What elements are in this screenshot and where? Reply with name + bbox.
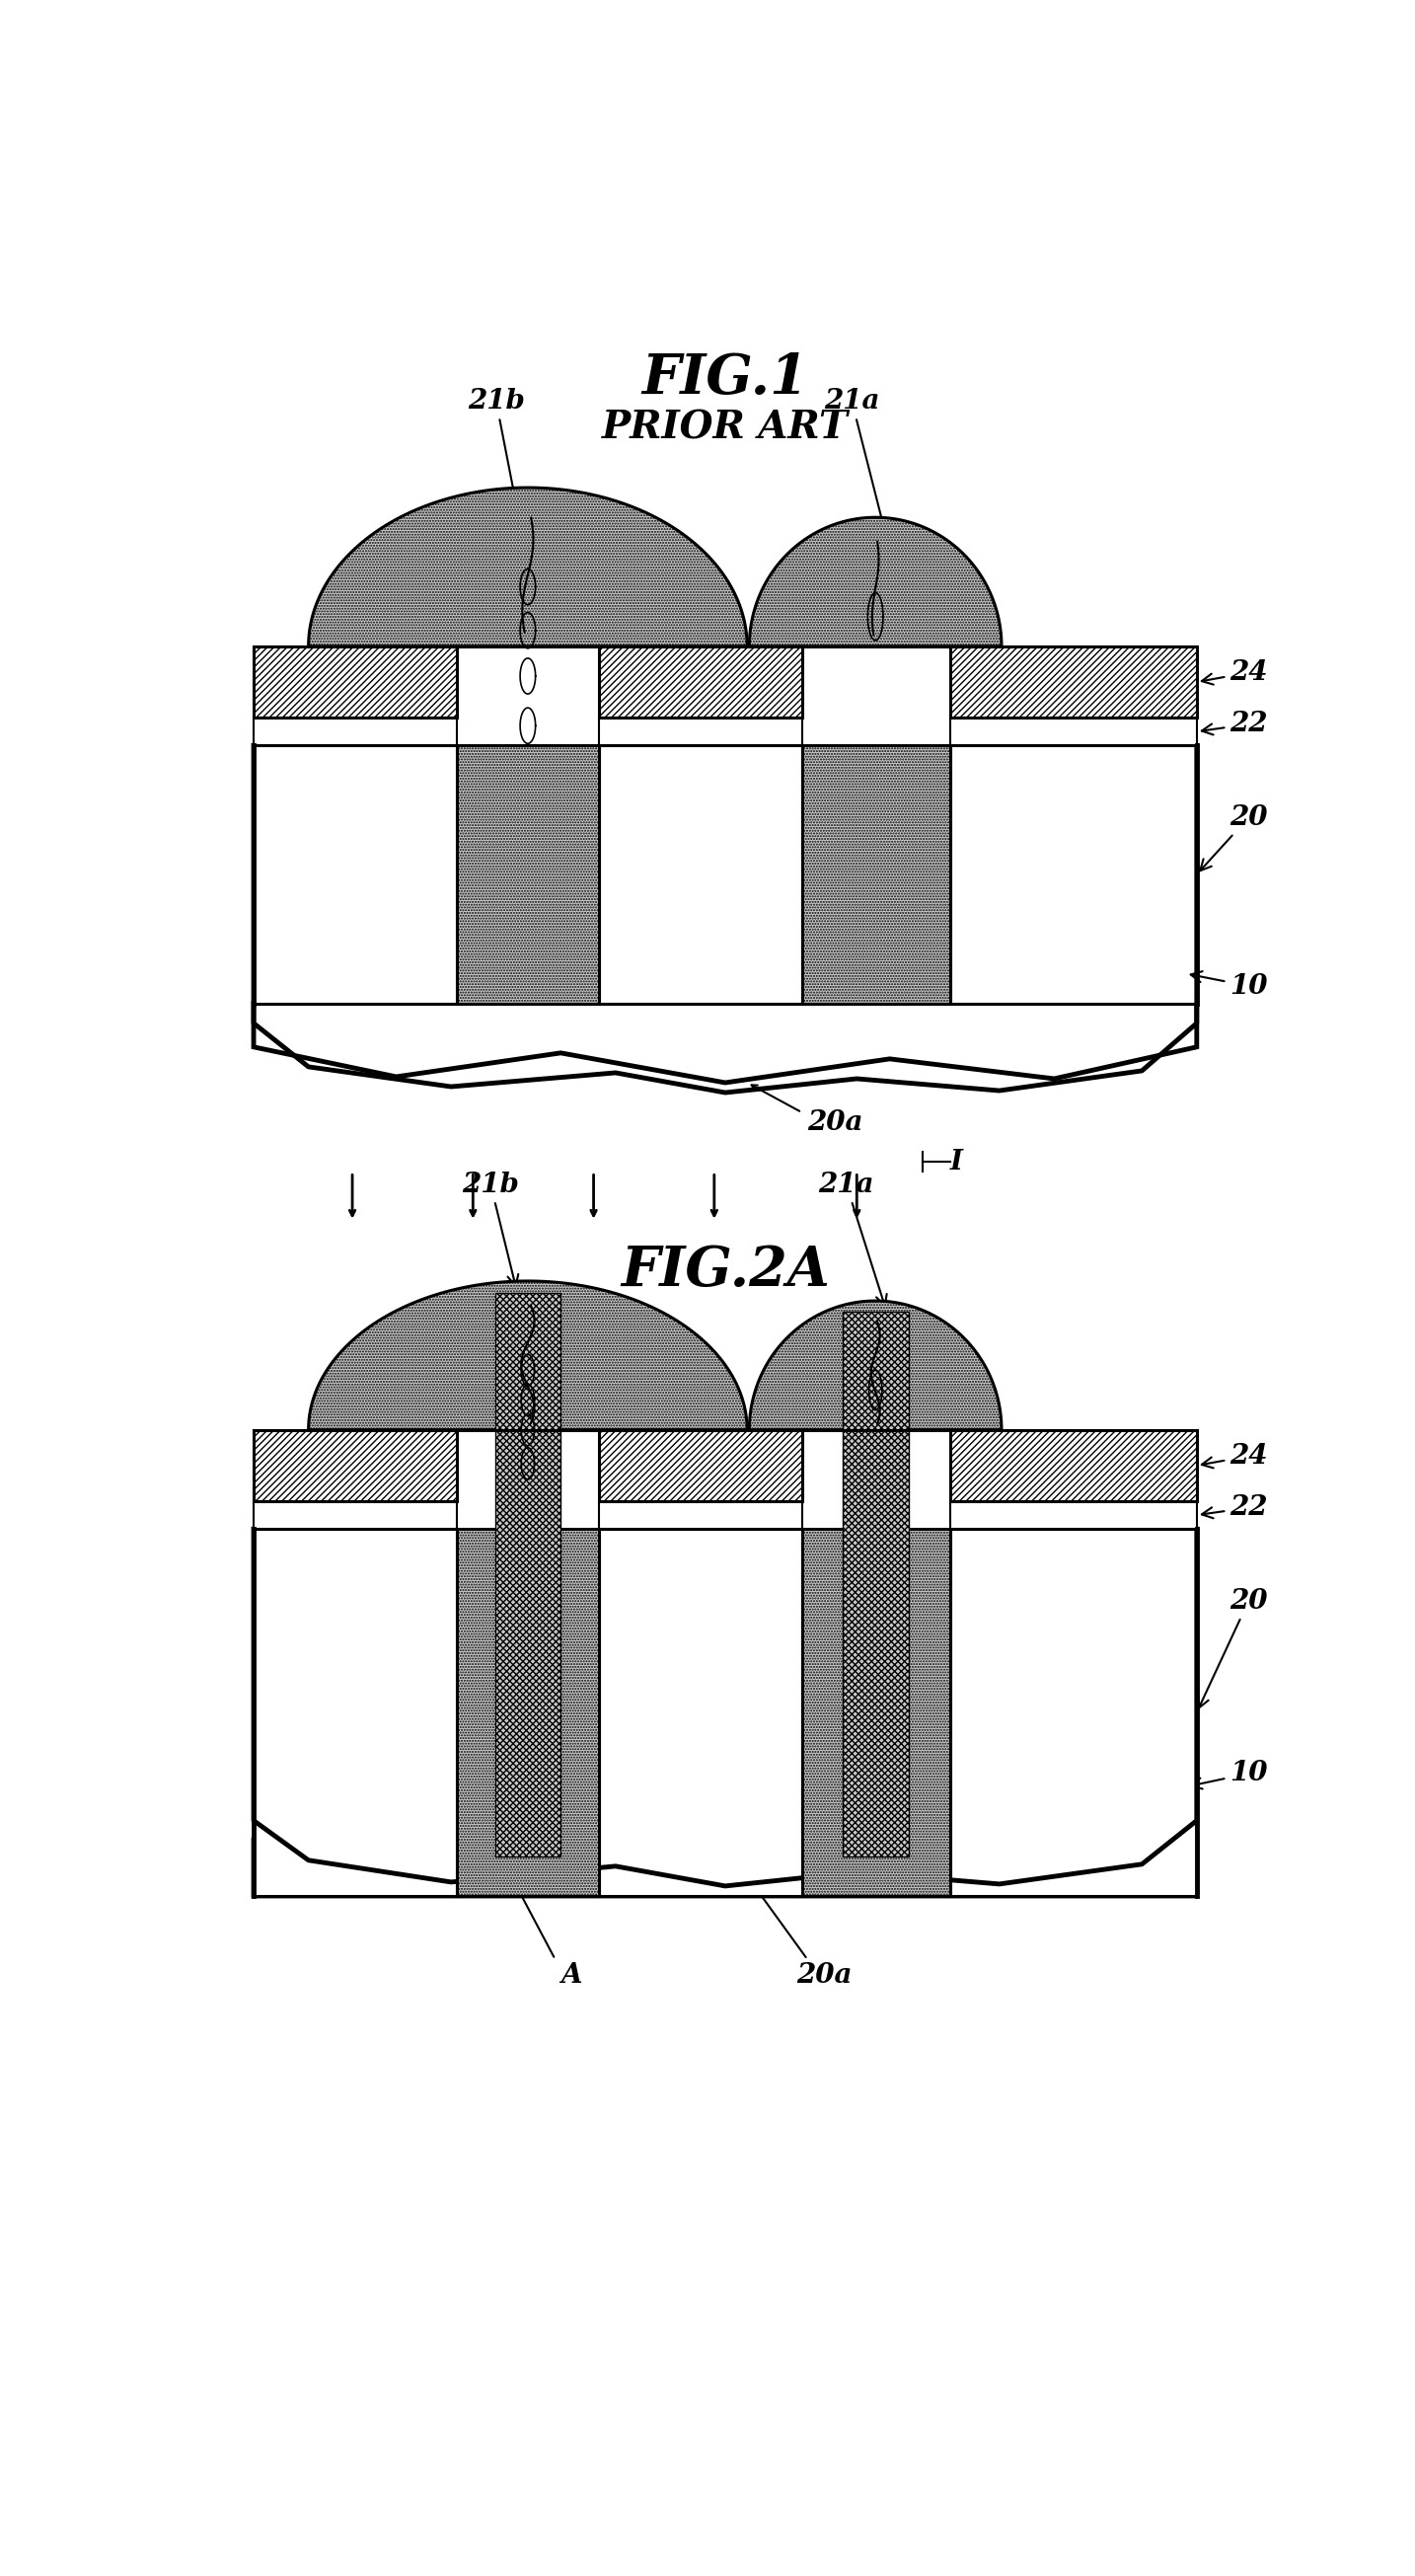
Text: 21a: 21a	[824, 386, 887, 533]
Polygon shape	[599, 1430, 802, 1502]
Text: 10: 10	[1190, 1759, 1268, 1788]
Polygon shape	[949, 1530, 1197, 1896]
Text: FIG.2A: FIG.2A	[621, 1244, 829, 1298]
Polygon shape	[949, 1430, 1197, 1502]
Text: PRIOR ART: PRIOR ART	[601, 410, 849, 446]
Text: 20: 20	[1200, 804, 1268, 871]
Polygon shape	[842, 1311, 908, 1857]
Text: I: I	[949, 1149, 962, 1175]
Text: 22: 22	[1201, 1494, 1268, 1520]
Polygon shape	[802, 1530, 949, 1896]
Polygon shape	[457, 1530, 599, 1896]
Text: 20a: 20a	[807, 1110, 863, 1136]
Polygon shape	[599, 647, 802, 719]
Polygon shape	[599, 719, 802, 744]
Text: 20: 20	[1199, 1587, 1268, 1708]
Text: 22: 22	[1201, 711, 1268, 737]
Text: 20a: 20a	[797, 1963, 852, 1989]
Polygon shape	[253, 1002, 1197, 1082]
Polygon shape	[495, 1293, 560, 1857]
Text: FIG.1: FIG.1	[642, 350, 808, 404]
Polygon shape	[750, 1301, 1002, 1430]
Polygon shape	[253, 744, 457, 1002]
Polygon shape	[308, 487, 747, 647]
Polygon shape	[750, 518, 1002, 647]
Text: A: A	[562, 1963, 582, 1989]
Text: 24: 24	[1201, 659, 1268, 685]
Polygon shape	[253, 647, 457, 719]
Polygon shape	[949, 744, 1197, 1002]
Polygon shape	[802, 744, 949, 1002]
Polygon shape	[599, 1502, 802, 1530]
Polygon shape	[253, 1502, 457, 1530]
Text: 10: 10	[1190, 971, 1268, 999]
Polygon shape	[949, 1502, 1197, 1530]
Text: 21b: 21b	[461, 1172, 519, 1285]
Polygon shape	[599, 1530, 802, 1896]
Polygon shape	[253, 1839, 1197, 1896]
Polygon shape	[308, 1280, 747, 1430]
Text: 24: 24	[1201, 1443, 1268, 1468]
Polygon shape	[949, 719, 1197, 744]
Text: 21a: 21a	[818, 1172, 887, 1306]
Polygon shape	[949, 647, 1197, 719]
Polygon shape	[599, 744, 802, 1002]
Polygon shape	[253, 1530, 457, 1896]
Polygon shape	[457, 744, 599, 1002]
Polygon shape	[253, 1430, 457, 1502]
Polygon shape	[253, 719, 457, 744]
Text: 21b: 21b	[467, 386, 525, 502]
